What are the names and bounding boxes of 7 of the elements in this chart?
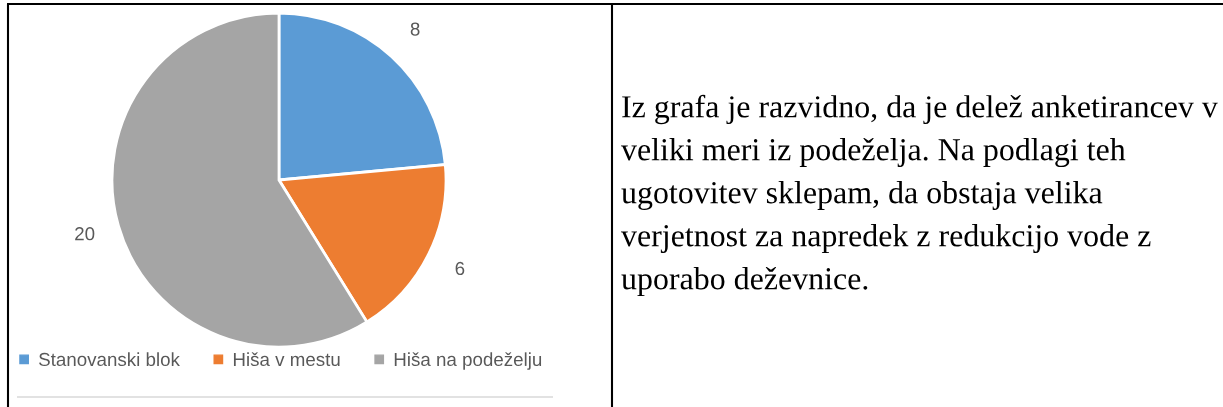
legend-label: Hiša v mestu — [233, 352, 340, 367]
legend-label: Hiša na podeželju — [394, 352, 542, 370]
data-label: 8 — [410, 22, 420, 36]
data-label: 20 — [75, 227, 95, 241]
data-label: 6 — [455, 261, 465, 276]
legend-label: Stanovanski blok — [39, 352, 180, 367]
text: Iz grafa je razvidno, da je delež anketirancev v veliki meri iz podeželja. Na podlagi teh ugotovitev sklepam, da obstaja velika verjetnost za napredek z redukcijo vode z uporabo deževnice. — [621, 94, 1218, 297]
